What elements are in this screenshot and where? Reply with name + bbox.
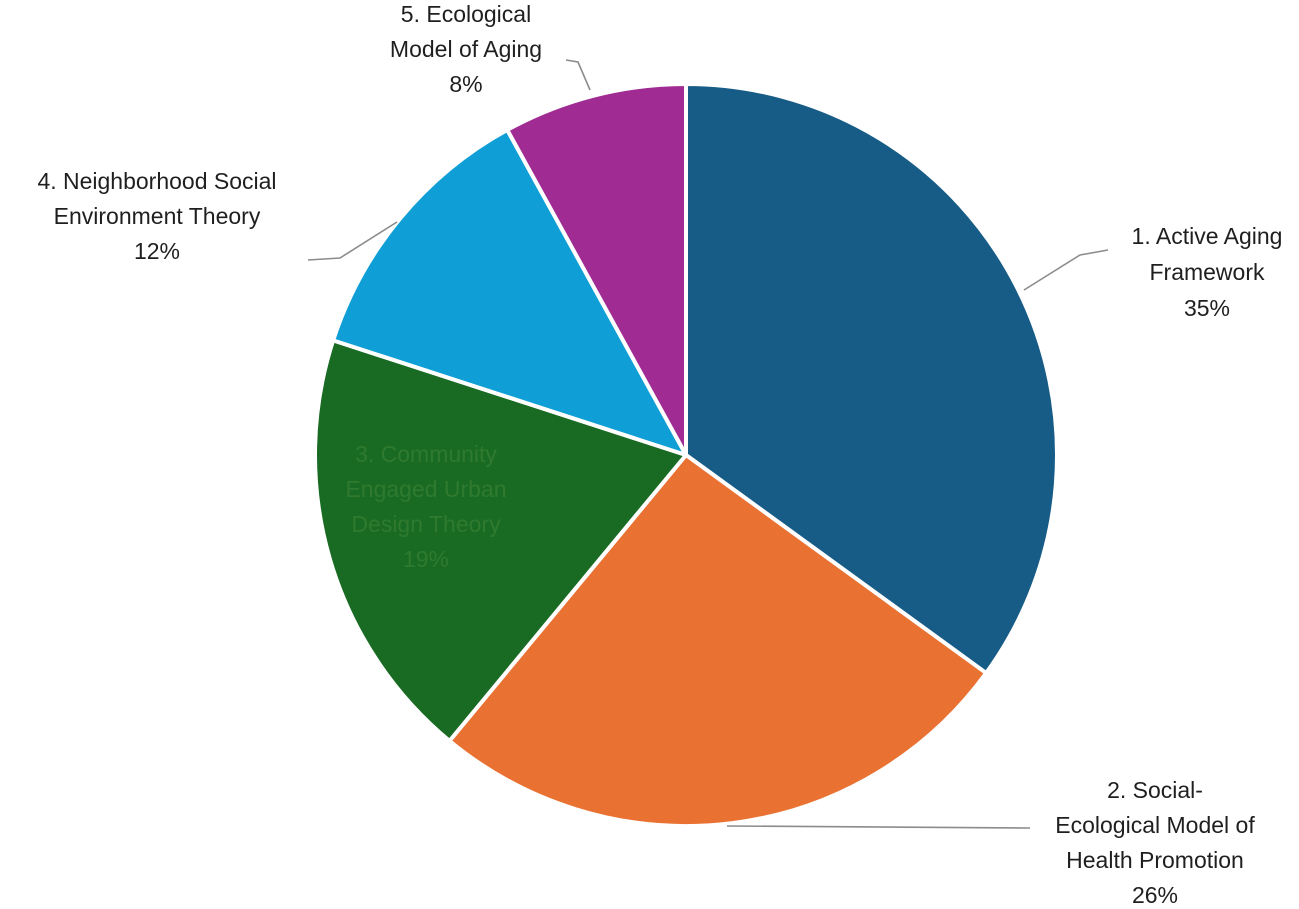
slice-label-line: 26% (1132, 882, 1178, 908)
leader-line-5-ecological-model-of-aging (565, 59, 591, 91)
pie-slices (313, 82, 1059, 828)
slice-label-line: 3. Community (355, 441, 497, 467)
pie-slice-2-social-ecological-model-of-health-promotion (447, 453, 989, 828)
slice-label-5-ecological-model-of-aging: 5. Ecological Model of Aging 8% (390, 1, 542, 97)
pie-slice-5-ecological-model-of-aging (505, 82, 688, 457)
slice-label-3-community-engaged-urban-design-theory: 3. Community Engaged Urban Design Theory 19… (345, 441, 506, 572)
leader-line-1-active-aging-framework (1023, 249, 1109, 291)
slice-label-line: Engaged Urban (345, 476, 506, 502)
leader-lines (307, 59, 1109, 829)
slice-label-line: Design Theory (351, 511, 501, 537)
slice-label-line: 12% (134, 238, 180, 264)
slice-label-2-social-ecological-model-of-health-promotion: 2. Social- Ecological Model of Health Prom… (1055, 777, 1255, 908)
slice-label-line: 2. Social- (1107, 777, 1203, 803)
pie-slice-1-active-aging-framework (684, 82, 1059, 676)
slice-label-line: 5. Ecological (401, 1, 531, 27)
slice-label-line: 19% (403, 546, 449, 572)
slice-label-line: Model of Aging (390, 36, 542, 62)
slice-label-1-active-aging-framework: 1. Active Aging Framework 35% (1132, 223, 1283, 321)
slice-label-line: Health Promotion (1066, 847, 1244, 873)
slice-label-line: Environment Theory (54, 203, 261, 229)
leader-line-2-social-ecological-model-of-health-promotion (726, 825, 1031, 829)
pie-slice-3-community-engaged-urban-design-theory (313, 338, 688, 743)
slice-label-line: 1. Active Aging (1132, 223, 1283, 249)
slice-labels: 1. Active Aging Framework 35% 2. Social- Eco… (37, 1, 1282, 908)
slice-label-line: 35% (1184, 295, 1230, 321)
leader-line-4-neighborhood-social-environment-theory (307, 221, 398, 261)
slice-label-line: 8% (449, 71, 482, 97)
slice-label-line: Ecological Model of (1055, 812, 1255, 838)
slice-label-line: 4. Neighborhood Social (37, 168, 276, 194)
slice-label-4-neighborhood-social-environment-theory: 4. Neighborhood Social Environment Theory… (37, 168, 276, 264)
pie-slice-4-neighborhood-social-environment-theory (331, 127, 688, 457)
slice-label-line: Framework (1149, 259, 1265, 285)
